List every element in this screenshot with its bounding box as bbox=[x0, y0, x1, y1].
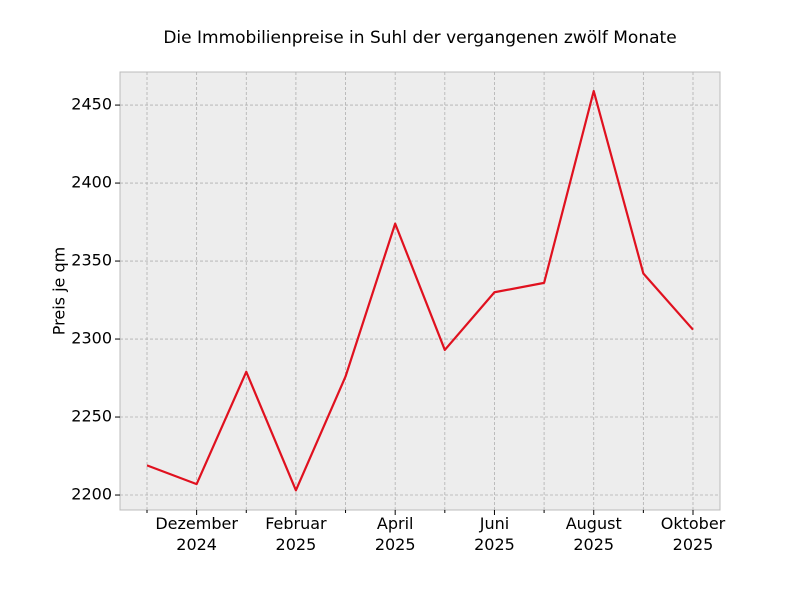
chart-title: Die Immobilienpreise in Suhl der vergang… bbox=[163, 28, 676, 48]
data-line bbox=[146, 89, 694, 492]
x-tick-label: April 2025 bbox=[375, 514, 416, 554]
x-tick-label: August 2025 bbox=[566, 514, 622, 554]
x-tick-label: Februar 2025 bbox=[265, 514, 327, 554]
plot-area bbox=[119, 71, 721, 511]
y-axis-label: Preis je qm bbox=[50, 247, 69, 335]
y-tick-label: 2200 bbox=[71, 485, 112, 504]
x-tick-label: Juni 2025 bbox=[474, 514, 515, 554]
y-tick-label: 2400 bbox=[71, 173, 112, 192]
y-tick-label: 2350 bbox=[71, 251, 112, 270]
x-tick-label: Oktober 2025 bbox=[661, 514, 726, 554]
y-tick-label: 2300 bbox=[71, 329, 112, 348]
x-tick-label: Dezember 2024 bbox=[155, 514, 238, 554]
y-tick-label: 2450 bbox=[71, 95, 112, 114]
y-tick-label: 2250 bbox=[71, 407, 112, 426]
